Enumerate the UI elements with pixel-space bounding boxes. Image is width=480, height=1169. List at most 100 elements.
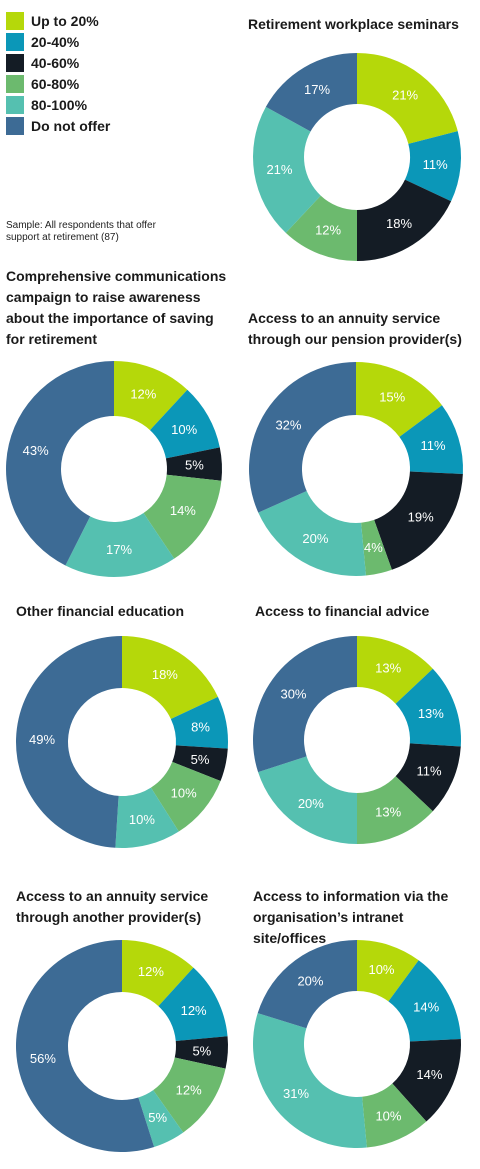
donut-slice-do-not-offer bbox=[249, 362, 356, 513]
slice-value-label: 10% bbox=[375, 1108, 401, 1123]
donut-slice-60-80 bbox=[150, 761, 221, 832]
chart-title-annuity-another-provider: Access to an annuity service through ano… bbox=[16, 888, 209, 925]
donut-chart-intranet-information: 10% 14% 14% 10% 31% 20% bbox=[252, 940, 461, 1148]
legend-item-40-60: 40-60% bbox=[6, 52, 110, 73]
donut-slice-do-not-offer bbox=[5, 361, 115, 566]
donut-chart-annuity-another-provider: 12% 12% 5% 12% 5% 56% bbox=[16, 940, 228, 1152]
slice-value-label: 12% bbox=[138, 964, 164, 979]
donut-slice-80-100 bbox=[252, 1013, 367, 1148]
legend-swatch bbox=[6, 11, 24, 30]
donut-slice-40-60 bbox=[392, 1039, 461, 1122]
legend-item-60-80: 60-80% bbox=[6, 73, 110, 94]
legend-label: Up to 20% bbox=[31, 12, 99, 29]
donut-slice-do-not-offer bbox=[257, 940, 357, 1029]
donut-slice-80-100 bbox=[258, 756, 357, 844]
donut-chart-retirement-seminars: 21% 11% 18% 12% 21% 17% bbox=[252, 53, 461, 261]
legend-label: 60-80% bbox=[31, 75, 80, 92]
slice-value-label: 20% bbox=[302, 531, 328, 546]
slice-value-label: 49% bbox=[29, 732, 55, 747]
chart-title-communications-campaign: Comprehensive communications campaign to… bbox=[6, 268, 227, 347]
donut-slice-80-100 bbox=[252, 106, 321, 233]
slice-value-label: 32% bbox=[275, 418, 301, 433]
legend: Up to 20% 20-40% 40-60% 60-80% 80-100% D… bbox=[6, 10, 110, 136]
donut-slice-40-60 bbox=[395, 743, 461, 812]
legend-swatch bbox=[6, 116, 24, 135]
slice-value-label: 12% bbox=[315, 222, 341, 237]
donut-slice-20-40 bbox=[149, 389, 220, 459]
slice-value-label: 10% bbox=[171, 422, 197, 437]
slice-value-label: 5% bbox=[148, 1110, 167, 1125]
slice-value-label: 19% bbox=[408, 509, 434, 524]
donut-slice-60-80 bbox=[153, 1057, 226, 1133]
slice-value-label: 17% bbox=[106, 542, 132, 557]
slice-value-label: 10% bbox=[129, 812, 155, 827]
slice-value-label: 5% bbox=[191, 752, 210, 767]
legend-swatch bbox=[6, 95, 24, 114]
slice-value-label: 56% bbox=[30, 1051, 56, 1066]
legend-label: 20-40% bbox=[31, 33, 80, 50]
donut-slice-60-80 bbox=[285, 195, 357, 261]
donut-slice-up-to-20 bbox=[122, 940, 194, 1007]
donut-slice-up-to-20 bbox=[357, 636, 433, 704]
sample-note: Sample: All respondents that offer suppo… bbox=[6, 220, 156, 243]
donut-slice-20-40 bbox=[170, 696, 228, 749]
slice-value-label: 13% bbox=[375, 805, 401, 820]
slice-value-label: 10% bbox=[368, 962, 394, 977]
donut-slice-20-40 bbox=[404, 131, 461, 202]
donut-slice-do-not-offer bbox=[253, 636, 357, 773]
donut-slice-up-to-20 bbox=[114, 361, 188, 431]
legend-label: Do not offer bbox=[31, 117, 111, 134]
donut-chart-communications-campaign: 12% 10% 5% 14% 17% 43% bbox=[5, 361, 223, 577]
donut-chart-other-financial-education: 18% 8% 5% 10% 10% 49% bbox=[16, 636, 228, 848]
legend-item-20-40: 20-40% bbox=[6, 31, 110, 52]
donut-slice-80-100 bbox=[115, 787, 179, 848]
donut-slice-do-not-offer bbox=[16, 940, 155, 1152]
slice-value-label: 4% bbox=[364, 540, 383, 555]
slice-value-label: 30% bbox=[280, 686, 306, 701]
donut-slice-40-60 bbox=[174, 1036, 228, 1069]
slice-value-label: 31% bbox=[283, 1086, 309, 1101]
slice-value-label: 12% bbox=[181, 1003, 207, 1018]
chart-title-annuity-pension-provider: Access to an annuity service through our… bbox=[248, 310, 462, 347]
chart-title-financial-advice: Access to financial advice bbox=[255, 603, 430, 619]
slice-value-label: 21% bbox=[266, 162, 292, 177]
donut-slice-do-not-offer bbox=[265, 53, 357, 132]
legend-item-do-not-offer: Do not offer bbox=[6, 115, 110, 136]
slice-value-label: 18% bbox=[386, 216, 412, 231]
slice-value-label: 5% bbox=[192, 1043, 211, 1058]
donut-slice-40-60 bbox=[357, 179, 452, 261]
slice-value-label: 18% bbox=[152, 667, 178, 682]
slice-value-label: 10% bbox=[171, 785, 197, 800]
slice-value-label: 11% bbox=[417, 764, 442, 779]
donut-slice-60-80 bbox=[362, 1083, 427, 1148]
donut-slice-60-80 bbox=[143, 474, 222, 559]
slice-value-label: 11% bbox=[420, 438, 445, 453]
donut-slice-up-to-20 bbox=[122, 636, 218, 720]
donut-slice-80-100 bbox=[138, 1090, 184, 1148]
slice-value-label: 20% bbox=[297, 973, 323, 988]
donut-slice-60-80 bbox=[361, 519, 392, 576]
slice-value-label: 15% bbox=[379, 390, 405, 405]
donut-slice-up-to-20 bbox=[356, 362, 442, 437]
legend-swatch bbox=[6, 32, 24, 51]
donut-slice-40-60 bbox=[172, 745, 228, 782]
legend-item-up-to-20: Up to 20% bbox=[6, 10, 110, 31]
slice-value-label: 11% bbox=[423, 157, 448, 172]
donut-slice-up-to-20 bbox=[357, 940, 419, 1002]
donut-chart-annuity-pension-provider: 15% 11% 19% 4% 20% 32% bbox=[249, 362, 463, 576]
donut-slice-20-40 bbox=[158, 967, 228, 1042]
donut-slice-20-40 bbox=[399, 405, 463, 474]
slice-value-label: 5% bbox=[185, 458, 204, 473]
slice-value-label: 21% bbox=[392, 87, 418, 102]
slice-value-label: 13% bbox=[418, 706, 444, 721]
legend-item-80-100: 80-100% bbox=[6, 94, 110, 115]
slice-value-label: 12% bbox=[176, 1083, 202, 1098]
slice-value-label: 13% bbox=[375, 660, 401, 675]
donut-slice-60-80 bbox=[357, 776, 433, 844]
donut-slice-40-60 bbox=[374, 471, 463, 570]
slice-value-label: 20% bbox=[298, 796, 324, 811]
donut-slice-80-100 bbox=[65, 513, 175, 577]
slice-value-label: 14% bbox=[413, 999, 439, 1014]
legend-label: 80-100% bbox=[31, 96, 88, 113]
legend-swatch bbox=[6, 53, 24, 72]
